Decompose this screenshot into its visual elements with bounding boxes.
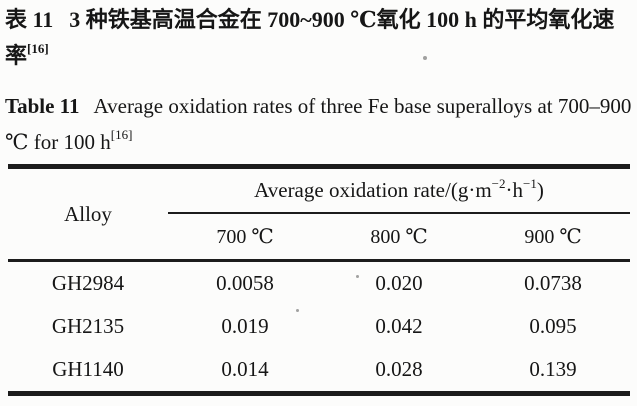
unit-text: Average oxidation rate/(g·m bbox=[254, 178, 492, 202]
header-cell-alloy: Alloy bbox=[64, 201, 112, 226]
scan-speck bbox=[423, 56, 427, 60]
unit-text: ) bbox=[536, 178, 544, 202]
cell-rate-900: 0.095 bbox=[529, 314, 577, 338]
header-cell-800c: 800 ℃ bbox=[370, 226, 428, 248]
cell-alloy: GH2984 bbox=[51, 271, 125, 295]
caption-chinese: 表 11 3 种铁基高温合金在 700~900 ℃氧化 100 h 的平均氧化速率… bbox=[5, 2, 633, 74]
spanner-divider-rule bbox=[168, 212, 630, 214]
caption-english-citation: [16] bbox=[110, 127, 133, 142]
caption-english-label: Table 11 bbox=[5, 94, 80, 118]
scan-speck bbox=[356, 275, 359, 278]
scan-speck bbox=[296, 309, 299, 312]
cell-rate-800: 0.020 bbox=[375, 271, 423, 295]
table-row: GH2135 0.019 0.042 0.095 bbox=[8, 305, 630, 348]
table-header: Alloy Average oxidation rate/(g·m −2 ·h −1)… bbox=[8, 169, 630, 259]
caption-chinese-text: 3 种铁基高温合金在 700~900 ℃氧化 100 h 的平均氧化速率 bbox=[5, 7, 615, 68]
cell-rate-700: 0.019 bbox=[221, 314, 269, 338]
caption-english: Table 11 Average oxidation rates of three… bbox=[5, 88, 633, 160]
cell-alloy: GH2135 bbox=[51, 314, 125, 338]
caption-chinese-label: 表 11 bbox=[5, 7, 54, 32]
header-bottom-rule bbox=[8, 259, 630, 262]
table-top-rule bbox=[8, 164, 630, 169]
cell-rate-800: 0.028 bbox=[375, 357, 423, 381]
header-right-block: Average oxidation rate/(g·m −2 ·h −1) 700 ℃… bbox=[168, 169, 630, 259]
header-cell-oxidation-rate-unit: Average oxidation rate/(g·m −2 ·h −1) bbox=[254, 175, 544, 203]
cell-rate-900: 0.139 bbox=[529, 357, 577, 381]
caption-chinese-citation: [16] bbox=[27, 40, 49, 56]
cell-rate-700: 0.014 bbox=[221, 357, 269, 381]
table-row: GH2984 0.0058 0.020 0.0738 bbox=[8, 262, 630, 305]
scan-speck bbox=[510, 104, 513, 107]
cell-rate-900: 0.0738 bbox=[524, 271, 582, 295]
table-bottom-rule bbox=[8, 391, 630, 396]
temperature-header-row: 700 ℃ 800 ℃ 900 ℃ bbox=[168, 214, 630, 259]
unit-text: ·h bbox=[505, 178, 524, 202]
header-cell-900c: 900 ℃ bbox=[524, 226, 582, 248]
cell-rate-800: 0.042 bbox=[375, 314, 423, 338]
data-table: Alloy Average oxidation rate/(g·m −2 ·h −1)… bbox=[8, 164, 630, 396]
table-row: GH1140 0.014 0.028 0.139 bbox=[8, 348, 630, 391]
header-cell-700c: 700 ℃ bbox=[216, 226, 274, 248]
cell-rate-700: 0.0058 bbox=[216, 271, 274, 295]
cell-alloy: GH1140 bbox=[52, 357, 124, 381]
caption-english-text: Average oxidation rates of three Fe base… bbox=[5, 94, 632, 154]
